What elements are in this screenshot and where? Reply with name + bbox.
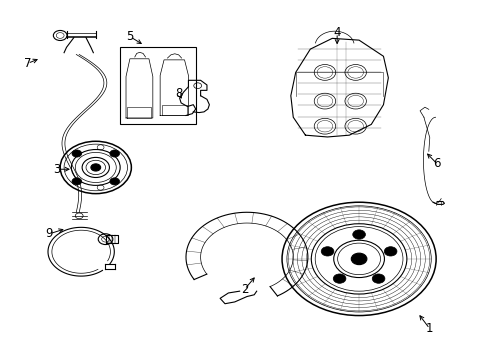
Circle shape bbox=[352, 230, 365, 239]
Circle shape bbox=[333, 274, 345, 283]
Text: 2: 2 bbox=[240, 283, 248, 296]
Text: 6: 6 bbox=[432, 157, 440, 170]
Circle shape bbox=[91, 164, 101, 171]
Circle shape bbox=[384, 247, 396, 256]
Circle shape bbox=[110, 178, 120, 185]
Text: 1: 1 bbox=[425, 322, 433, 335]
Text: 5: 5 bbox=[126, 30, 133, 43]
Bar bbox=[120, 47, 195, 125]
Circle shape bbox=[350, 253, 366, 265]
Text: 8: 8 bbox=[175, 87, 182, 100]
Circle shape bbox=[110, 150, 120, 157]
Text: 3: 3 bbox=[53, 163, 61, 176]
Circle shape bbox=[72, 150, 81, 157]
Text: 9: 9 bbox=[45, 227, 53, 240]
Text: 4: 4 bbox=[333, 27, 340, 40]
Text: 7: 7 bbox=[24, 57, 31, 70]
Circle shape bbox=[72, 178, 81, 185]
Circle shape bbox=[371, 274, 384, 283]
Circle shape bbox=[321, 247, 333, 256]
